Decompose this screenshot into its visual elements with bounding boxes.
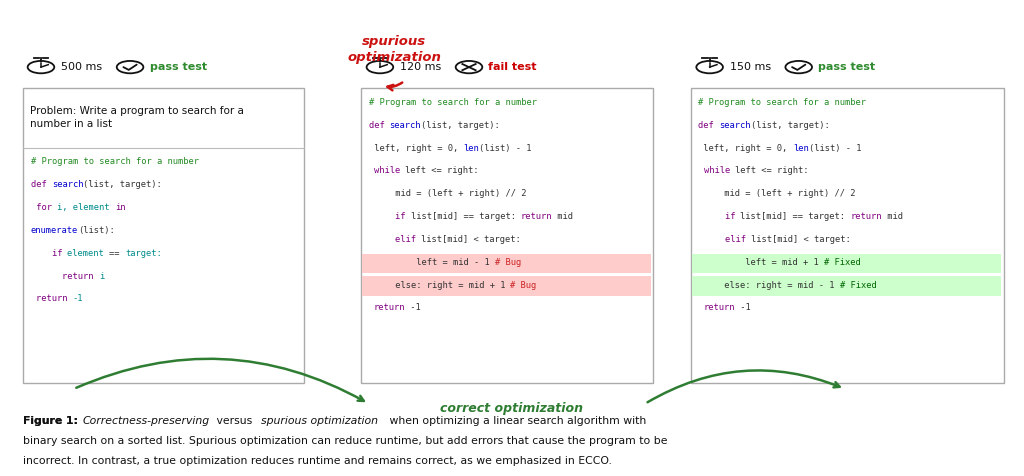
- Text: fail test: fail test: [488, 62, 537, 72]
- Text: else: right = mid - 1: else: right = mid - 1: [698, 281, 840, 289]
- Bar: [362, 254, 651, 273]
- Text: if: if: [52, 249, 68, 258]
- Text: left <= right:: left <= right:: [735, 167, 809, 175]
- Bar: [692, 254, 1001, 273]
- Text: pass test: pass test: [150, 62, 207, 72]
- Text: Figure 1:: Figure 1:: [23, 416, 81, 426]
- Text: # Fixed: # Fixed: [840, 281, 877, 289]
- Text: # Bug: # Bug: [495, 258, 521, 267]
- Text: return: return: [851, 212, 882, 221]
- Text: when optimizing a linear search algorithm with: when optimizing a linear search algorith…: [386, 416, 646, 426]
- Text: -1: -1: [735, 304, 751, 312]
- Text: if: if: [395, 212, 411, 221]
- Text: 500 ms: 500 ms: [61, 62, 102, 72]
- Text: i: i: [99, 272, 104, 280]
- Text: (list):: (list):: [78, 226, 115, 235]
- Text: spurious optimization: spurious optimization: [261, 416, 378, 426]
- Text: ==: ==: [110, 249, 125, 258]
- Text: left, right = 0,: left, right = 0,: [698, 144, 793, 152]
- Text: return: return: [521, 212, 552, 221]
- Text: 150 ms: 150 ms: [730, 62, 771, 72]
- Bar: [361, 88, 653, 383]
- Text: mid: mid: [882, 212, 903, 221]
- Text: in: in: [115, 203, 125, 212]
- Text: (list) - 1: (list) - 1: [479, 144, 531, 152]
- Text: search: search: [52, 180, 83, 189]
- Text: else: right = mid + 1: else: right = mid + 1: [369, 281, 510, 289]
- Text: 120 ms: 120 ms: [400, 62, 441, 72]
- Text: if: if: [725, 212, 740, 221]
- Text: list[mid] < target:: list[mid] < target:: [421, 235, 521, 244]
- Text: mid = (left + right) // 2: mid = (left + right) // 2: [698, 189, 856, 198]
- Text: search: search: [390, 121, 421, 129]
- Text: spurious
optimization: spurious optimization: [347, 36, 441, 64]
- Text: correct optimization: correct optimization: [440, 402, 584, 415]
- Text: left <= right:: left <= right:: [406, 167, 479, 175]
- Text: versus: versus: [213, 416, 256, 426]
- Text: (list, target):: (list, target):: [421, 121, 500, 129]
- Text: len: len: [793, 144, 809, 152]
- Text: binary search on a sorted list. Spurious optimization can reduce runtime, but ad: binary search on a sorted list. Spurious…: [23, 436, 667, 446]
- Text: -1: -1: [406, 304, 421, 312]
- Text: (list, target):: (list, target):: [751, 121, 829, 129]
- Bar: [362, 277, 651, 296]
- Text: return: return: [62, 272, 99, 280]
- Text: search: search: [720, 121, 751, 129]
- Text: left, right = 0,: left, right = 0,: [369, 144, 463, 152]
- Text: target:: target:: [125, 249, 162, 258]
- Text: len: len: [463, 144, 479, 152]
- Text: # Program to search for a number: # Program to search for a number: [31, 158, 199, 166]
- Text: list[mid] < target:: list[mid] < target:: [751, 235, 851, 244]
- Text: return: return: [374, 304, 406, 312]
- Text: left = mid - 1: left = mid - 1: [369, 258, 495, 267]
- Text: left = mid + 1: left = mid + 1: [698, 258, 824, 267]
- Text: element: element: [68, 249, 110, 258]
- Text: mid: mid: [552, 212, 573, 221]
- Bar: [691, 88, 1004, 383]
- Text: while: while: [374, 167, 406, 175]
- Text: # Bug: # Bug: [510, 281, 537, 289]
- Text: Correctness-preserving: Correctness-preserving: [82, 416, 209, 426]
- Text: list[mid] == target:: list[mid] == target:: [411, 212, 521, 221]
- Text: (list, target):: (list, target):: [83, 180, 162, 189]
- Text: Figure 1:: Figure 1:: [23, 416, 81, 426]
- Text: def: def: [369, 121, 390, 129]
- Text: return: return: [703, 304, 735, 312]
- Text: -1: -1: [73, 295, 83, 303]
- Text: incorrect. In contrast, a true optimization reduces runtime and remains correct,: incorrect. In contrast, a true optimizat…: [23, 456, 611, 466]
- Text: for: for: [31, 203, 57, 212]
- Text: def: def: [31, 180, 52, 189]
- Text: def: def: [698, 121, 720, 129]
- Text: while: while: [703, 167, 735, 175]
- Text: list[mid] == target:: list[mid] == target:: [740, 212, 851, 221]
- Text: elif: elif: [725, 235, 751, 244]
- Text: Problem: Write a program to search for a
number in a list: Problem: Write a program to search for a…: [30, 106, 244, 129]
- Text: # Program to search for a number: # Program to search for a number: [698, 98, 866, 107]
- Text: enumerate: enumerate: [31, 226, 78, 235]
- Text: (list) - 1: (list) - 1: [809, 144, 861, 152]
- Text: return: return: [36, 295, 73, 303]
- Text: pass test: pass test: [818, 62, 876, 72]
- Bar: [23, 88, 304, 383]
- Text: elif: elif: [395, 235, 421, 244]
- Text: i, element: i, element: [57, 203, 115, 212]
- Text: # Fixed: # Fixed: [824, 258, 861, 267]
- Text: mid = (left + right) // 2: mid = (left + right) // 2: [369, 189, 526, 198]
- Bar: [692, 277, 1001, 296]
- Text: # Program to search for a number: # Program to search for a number: [369, 98, 537, 107]
